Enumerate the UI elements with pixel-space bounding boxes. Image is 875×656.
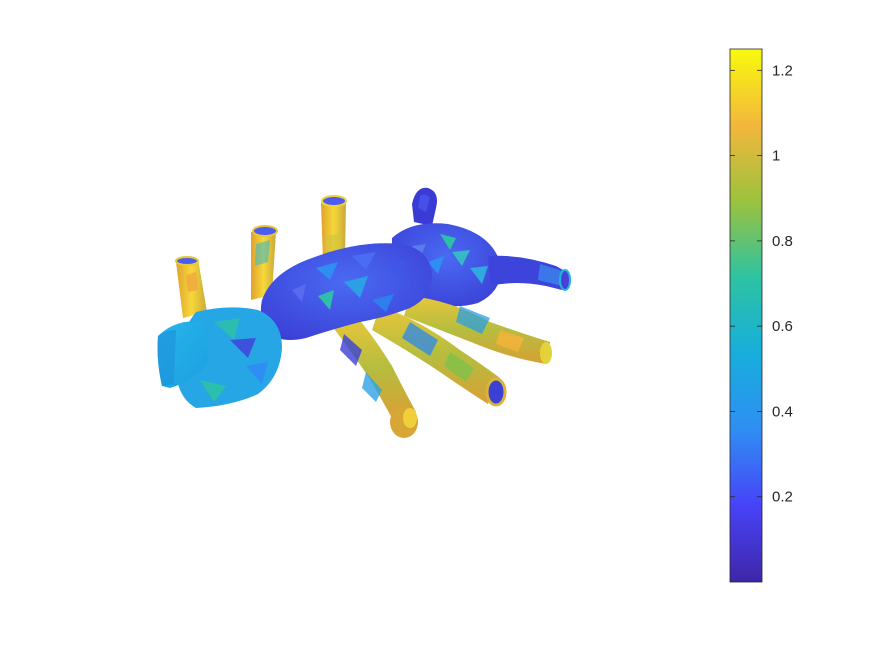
colorbar-tick-label: 0.4	[772, 403, 793, 420]
surface-branch-up-3	[321, 195, 347, 262]
colorbar-tick-label: 0.6	[772, 318, 793, 335]
surface-branch-up-1	[175, 256, 207, 318]
surface-branch-lower-3	[332, 318, 418, 438]
colorbar-fill	[730, 49, 762, 582]
surface-knob-top	[412, 187, 437, 226]
colorbar-ticks: 0.2 0.4 0.6 0.8 1 1.2	[730, 62, 793, 506]
surface-branch-lower-1	[404, 296, 552, 364]
colorbar-tick-label: 1.2	[772, 62, 793, 79]
surface-left-cuff	[157, 307, 282, 408]
surface-main-body	[260, 243, 433, 340]
colorbar-tick-label: 1	[772, 148, 780, 165]
surface-plot	[157, 187, 571, 438]
surface-branch-up-2	[251, 225, 278, 300]
colorbar-tick-label: 0.8	[772, 233, 793, 250]
colorbar: 0.2 0.4 0.6 0.8 1 1.2	[729, 48, 793, 583]
colorbar-tick-label: 0.2	[772, 489, 793, 506]
surface-branch-right	[488, 255, 571, 291]
surface-branch-lower-2	[372, 306, 507, 407]
colorbar-frame	[729, 48, 763, 583]
